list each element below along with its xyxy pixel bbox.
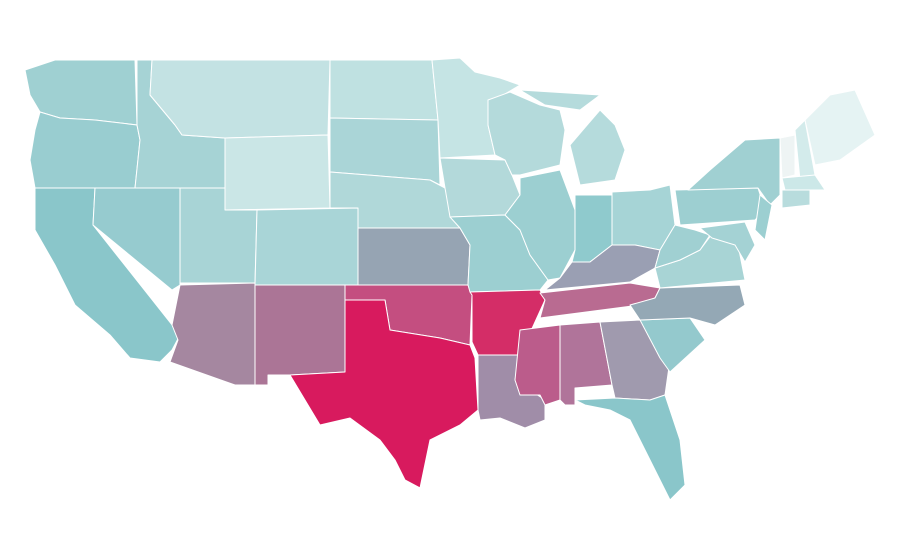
state [289, 299, 479, 489]
state [687, 137, 781, 206]
state [699, 221, 756, 263]
state [574, 394, 686, 501]
state [781, 174, 826, 191]
state [674, 187, 766, 226]
state [149, 59, 331, 139]
state [629, 284, 746, 326]
state [519, 89, 626, 186]
state [254, 207, 359, 286]
state [357, 227, 471, 286]
state [254, 284, 346, 386]
state [781, 189, 811, 209]
state [487, 91, 566, 176]
state [754, 194, 773, 241]
state [804, 89, 876, 166]
state [544, 244, 661, 291]
state [29, 111, 141, 189]
state [654, 224, 711, 269]
state [224, 134, 331, 211]
state [504, 169, 576, 281]
state [169, 282, 256, 386]
state [329, 59, 439, 121]
state [514, 324, 561, 406]
state [779, 134, 796, 179]
